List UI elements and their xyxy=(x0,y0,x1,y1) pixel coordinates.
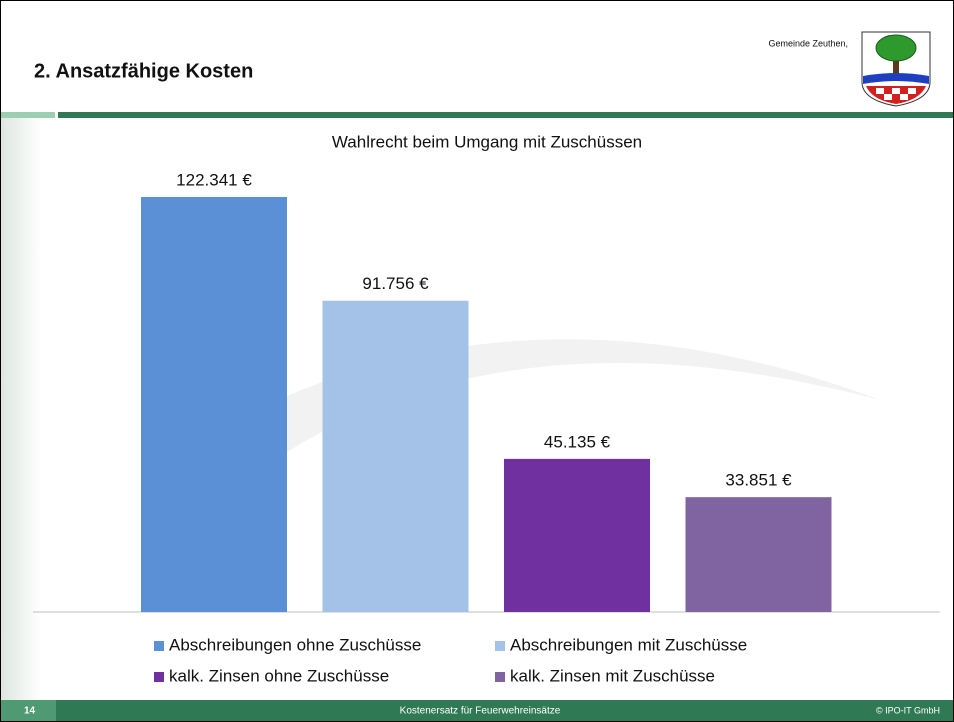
data-label: 122.341 € xyxy=(176,170,252,189)
data-label: 45.135 € xyxy=(544,432,611,451)
copyright: © IPO-IT GmbH xyxy=(876,705,940,715)
municipality: Gemeinde Zeuthen, xyxy=(768,38,848,48)
page-number: 14 xyxy=(24,706,36,717)
slide-title: 2. Ansatzfähige Kosten xyxy=(34,60,253,82)
legend-label: kalk. Zinsen ohne Zuschüsse xyxy=(169,666,389,685)
header-rule xyxy=(58,112,953,118)
legend-swatch xyxy=(154,641,164,651)
chart-title: Wahlrecht beim Umgang mit Zuschüssen xyxy=(332,132,642,151)
legend-label: Abschreibungen ohne Zuschüsse xyxy=(169,635,421,654)
footer-bar xyxy=(1,700,953,721)
footer-text: Kostenersatz für Feuerwehreinsätze xyxy=(400,706,561,717)
legend-swatch xyxy=(495,641,505,651)
legend-swatch xyxy=(154,672,164,682)
data-label: 33.851 € xyxy=(725,471,792,490)
data-label: 91.756 € xyxy=(362,274,429,293)
side-strip xyxy=(1,118,41,700)
bar xyxy=(322,300,469,612)
logo xyxy=(861,31,931,107)
legend-label: Abschreibungen mit Zuschüsse xyxy=(510,635,747,654)
legend-swatch xyxy=(495,672,505,682)
bar xyxy=(504,458,650,612)
bar xyxy=(685,497,832,612)
legend-label: kalk. Zinsen mit Zuschüsse xyxy=(510,666,715,685)
header-rule-accent xyxy=(1,112,55,118)
bar xyxy=(141,196,287,612)
footer-page-box xyxy=(1,700,56,721)
